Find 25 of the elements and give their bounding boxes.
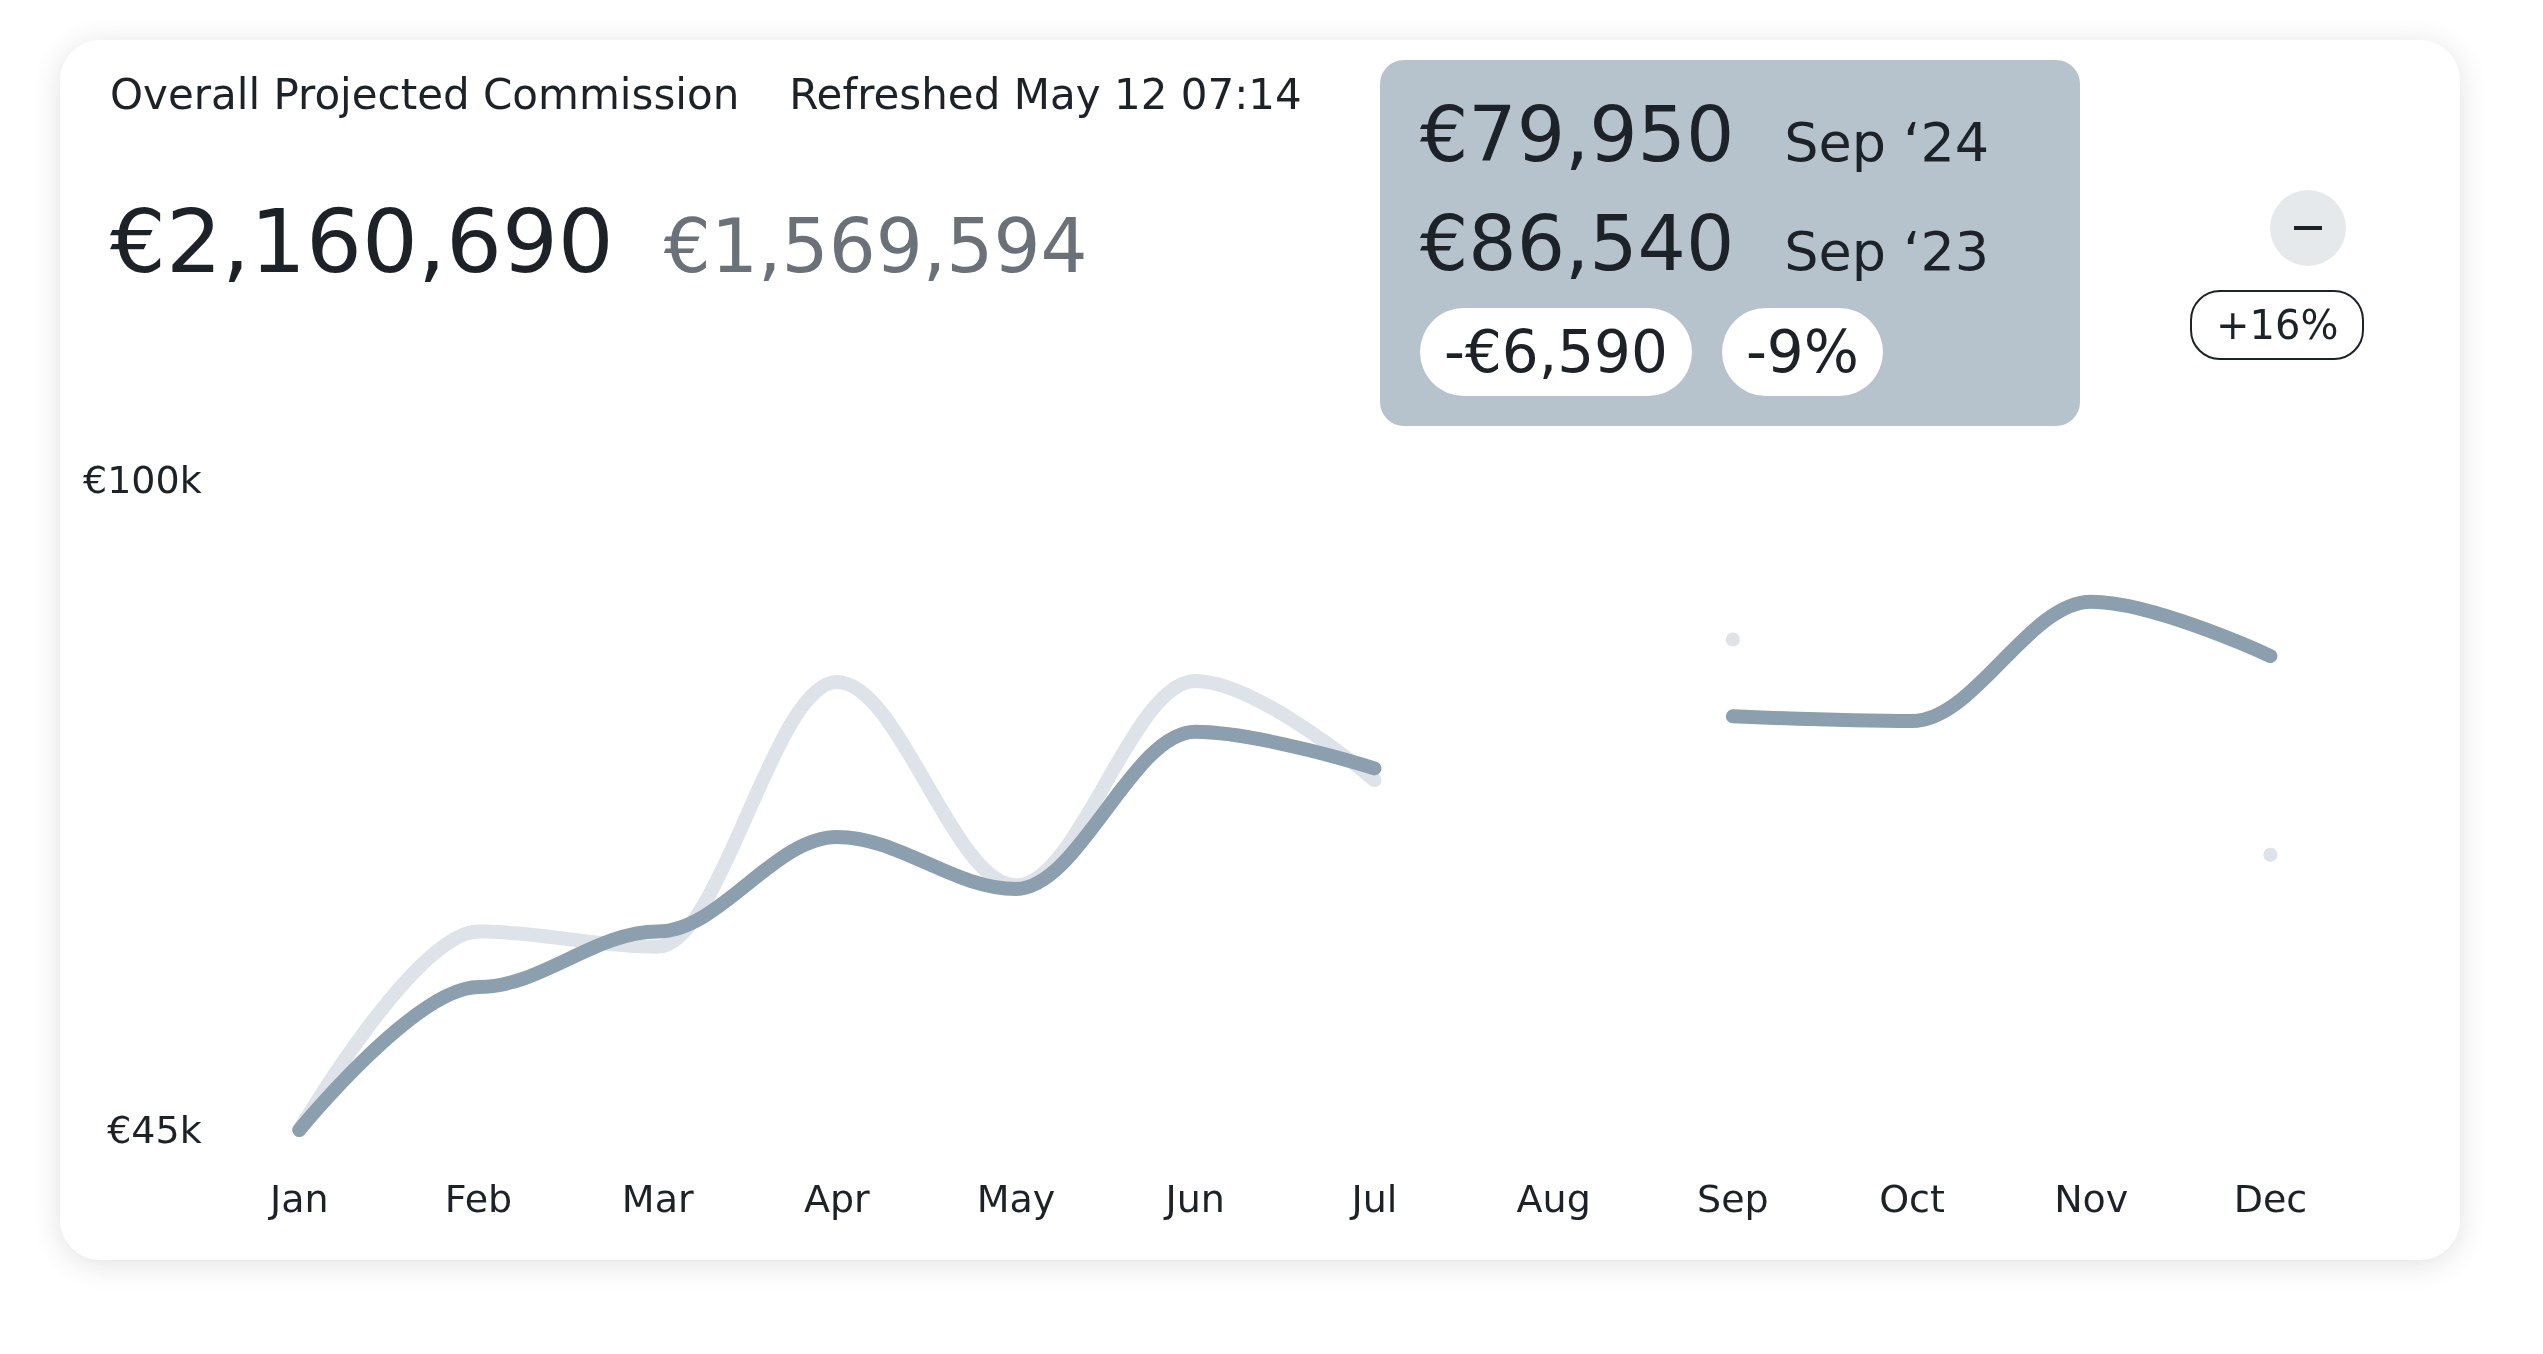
y-tick-label: €100k	[82, 458, 202, 502]
x-tick-label: Aug	[1516, 1177, 1591, 1221]
text: -9%	[1721, 308, 1883, 396]
text: +16%	[2190, 290, 2365, 360]
x-tick-label: Oct	[1879, 1177, 1945, 1221]
x-tick-label: Jan	[268, 1177, 329, 1221]
x-tick-label: May	[976, 1177, 1056, 1221]
text: Refreshed May 12 07:14	[789, 70, 1302, 119]
text: €1,569,594	[663, 203, 1088, 289]
x-tick-label: Nov	[2054, 1177, 2129, 1221]
x-tick-label: Jul	[1349, 1177, 1398, 1221]
x-tick-label: Apr	[804, 1177, 871, 1221]
x-tick-label: Mar	[621, 1177, 694, 1221]
x-tick-label: Feb	[444, 1177, 513, 1221]
text: €2,160,690	[110, 190, 614, 293]
x-tick-label: Sep	[1697, 1177, 1769, 1221]
x-tick-label: Dec	[2233, 1177, 2308, 1221]
y-tick-label: €45k	[107, 1108, 202, 1152]
text: Sep ‘23	[1784, 220, 1990, 283]
text: -€6,590	[1420, 308, 1692, 396]
chart-title: Overall Projected Commission	[110, 70, 740, 119]
text: €86,540	[1420, 199, 1735, 288]
x-tick-label: Jun	[1163, 1177, 1225, 1221]
text: Sep ‘24	[1784, 111, 1990, 174]
text: €79,950	[1420, 90, 1735, 179]
